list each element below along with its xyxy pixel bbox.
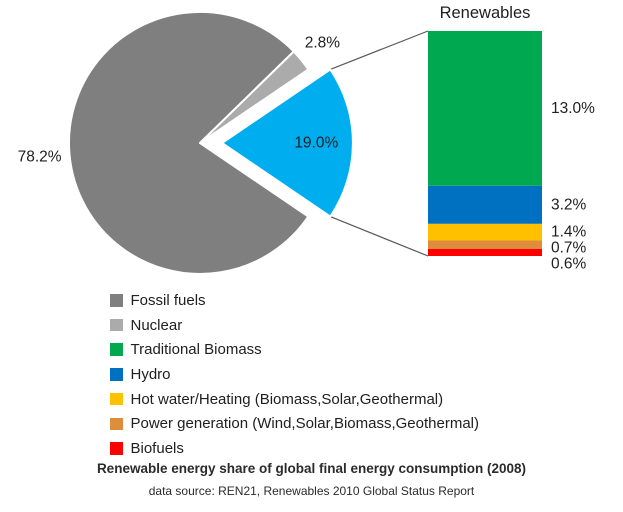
pie-label-renewables: 19.0% xyxy=(294,135,338,152)
breakout-segment-hydro xyxy=(428,185,542,224)
legend-label: Hot water/Heating (Biomass,Solar,Geother… xyxy=(130,390,444,408)
legend-swatch-icon xyxy=(110,368,123,381)
legend-item-nuclear: Nuclear xyxy=(110,313,479,338)
pie-slice-fossil-fuels xyxy=(67,10,310,275)
legend-item-biofuels: Biofuels xyxy=(110,436,479,461)
legend-swatch-icon xyxy=(110,392,123,406)
legend-swatch-icon xyxy=(110,417,123,431)
legend-item-traditional-biomass: Traditional Biomass xyxy=(110,337,479,362)
data-source-caption: data source: REN21, Renewables 2010 Glob… xyxy=(148,484,475,498)
breakout-label-hydro: 3.2% xyxy=(551,196,587,213)
breakout-title: Renewables xyxy=(440,4,531,22)
breakout-segment-power-generation-wind-solar-biomass-geothermal xyxy=(428,240,542,249)
legend-label: Traditional Biomass xyxy=(130,341,262,359)
connector-line-bottom xyxy=(330,216,429,257)
pie-label-fossil-fuels: 78.2% xyxy=(18,149,62,166)
pie-label-nuclear: 2.8% xyxy=(305,35,341,52)
legend-swatch-icon xyxy=(110,343,123,356)
legend: Fossil fuels Nuclear Traditional Biomass Hy… xyxy=(110,288,479,461)
legend-label: Biofuels xyxy=(130,439,184,457)
legend-swatch-icon xyxy=(110,442,123,455)
chart-caption: Renewable energy share of global final e… xyxy=(96,461,527,476)
breakout-segment-biofuels xyxy=(428,248,542,256)
legend-item-fossil-fuels: Fossil fuels xyxy=(110,288,479,313)
legend-swatch-icon xyxy=(110,294,123,307)
legend-item-hot-water-heating-biomass-solar-geothermal: Hot water/Heating (Biomass,Solar,Geother… xyxy=(110,387,479,412)
legend-item-power-generation-wind-solar-biomass-geothermal: Power generation (Wind,Solar,Biomass,Geo… xyxy=(110,411,479,436)
breakout-label-biofuels: 0.6% xyxy=(551,256,587,273)
breakout-label-traditional-biomass: 13.0% xyxy=(551,100,595,117)
breakout-segment-traditional-biomass xyxy=(428,31,542,186)
chart-canvas: 78.2% 2.8% 19.0% 13.0% 3.2% 1.4%0.7%0.6% Renew… xyxy=(18,4,595,275)
pie-slice-renewables xyxy=(221,68,354,218)
legend-label: Nuclear xyxy=(130,316,183,334)
legend-swatch-icon xyxy=(110,318,123,332)
pie-slice-nuclear xyxy=(199,50,310,144)
breakout-label-power-generation-wind-solar-biomass-geothermal: 0.7% xyxy=(551,240,587,257)
legend-label: Power generation (Wind,Solar,Biomass,Geo… xyxy=(130,415,480,433)
breakout-segment-hot-water-heating-biomass-solar-geothermal xyxy=(428,223,542,241)
breakout-label-hot-water-heating-biomass-solar-geothermal: 1.4% xyxy=(551,224,587,241)
legend-label: Hydro xyxy=(130,365,171,383)
connector-line-top xyxy=(330,30,429,70)
legend-item-hydro: Hydro xyxy=(110,362,479,387)
legend-label: Fossil fuels xyxy=(130,291,206,309)
